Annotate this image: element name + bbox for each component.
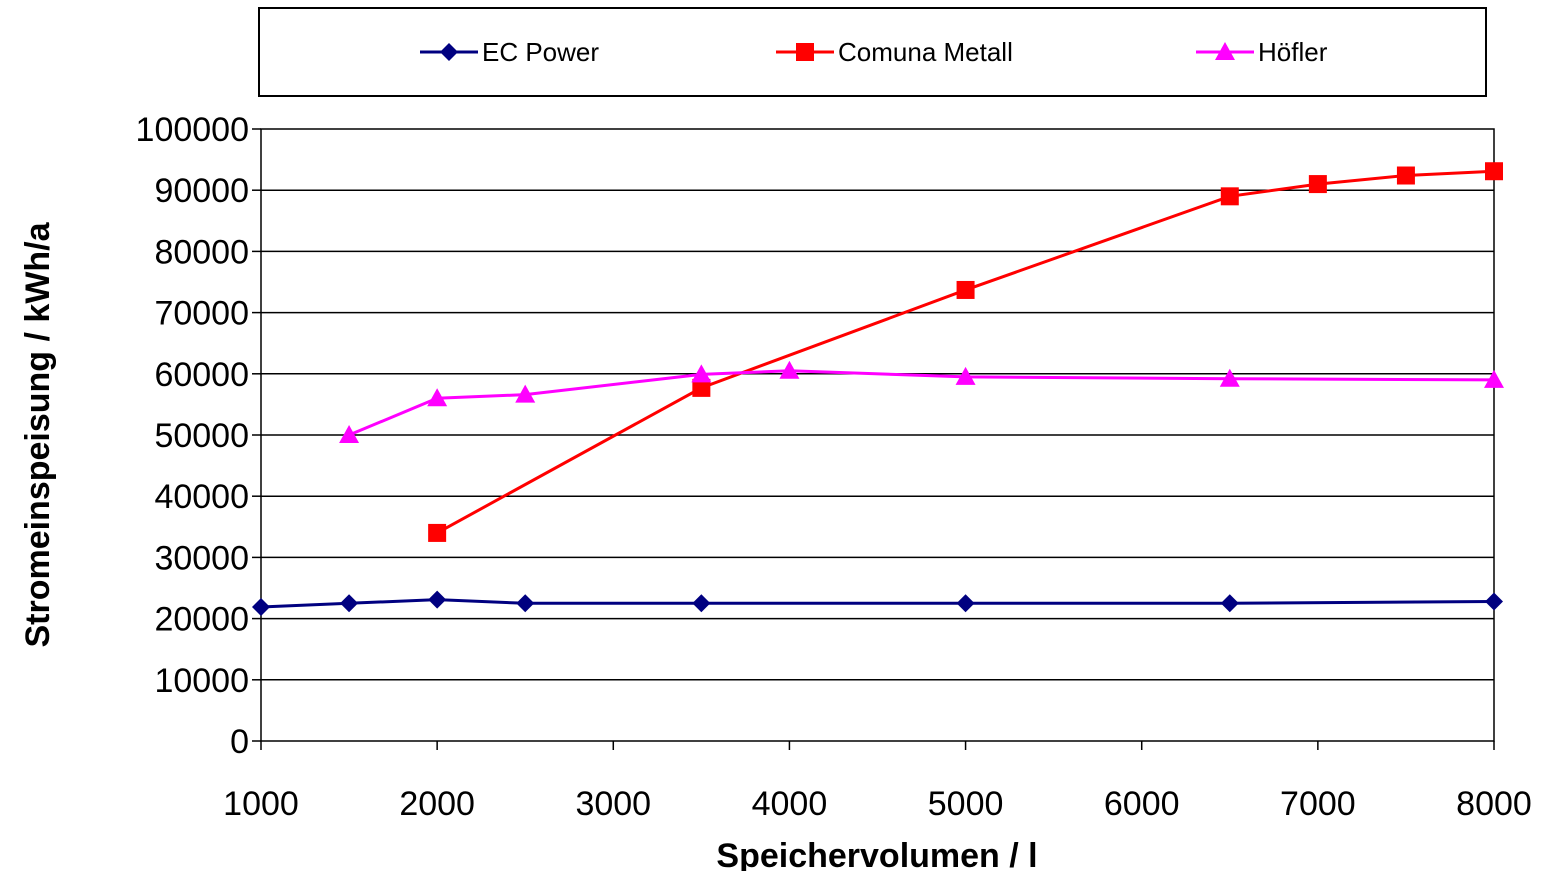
data-point bbox=[440, 43, 458, 61]
data-point bbox=[1215, 42, 1235, 60]
data-point bbox=[1220, 187, 1239, 206]
gridlines bbox=[261, 189, 1494, 681]
y-tick-label: 10000 bbox=[154, 662, 249, 700]
axes: 0 10000 20000 30000 40000 50000 60000 70000 8000… bbox=[136, 111, 1532, 823]
x-tick-label: 8000 bbox=[1456, 785, 1532, 823]
data-point bbox=[955, 366, 976, 385]
legend-label: Höfler bbox=[1258, 37, 1328, 67]
data-point bbox=[1485, 592, 1503, 611]
data-point bbox=[252, 597, 270, 616]
data-point bbox=[1485, 162, 1503, 181]
x-tick-label: 6000 bbox=[1104, 785, 1180, 823]
y-tick-label: 40000 bbox=[154, 478, 249, 516]
y-tick-label: 0 bbox=[230, 723, 249, 761]
data-point bbox=[779, 360, 800, 379]
y-tick-label: 60000 bbox=[154, 356, 249, 394]
y-tick-label: 70000 bbox=[154, 295, 249, 333]
series-layer bbox=[252, 162, 1504, 616]
data-point bbox=[1484, 369, 1504, 388]
data-point bbox=[691, 364, 712, 383]
data-point bbox=[796, 43, 814, 61]
y-tick-label: 100000 bbox=[136, 111, 249, 149]
legend-label: EC Power bbox=[482, 37, 599, 67]
data-point bbox=[1220, 594, 1239, 613]
x-tick-label: 2000 bbox=[399, 785, 475, 823]
x-tick-label: 7000 bbox=[1280, 785, 1356, 823]
data-point bbox=[428, 590, 447, 609]
series-line bbox=[260, 598, 1495, 609]
data-point bbox=[1308, 175, 1327, 194]
x-tick-label: 5000 bbox=[928, 785, 1004, 823]
data-point bbox=[340, 594, 359, 613]
data-point bbox=[516, 594, 535, 613]
data-point bbox=[1396, 166, 1415, 185]
y-tick-label: 50000 bbox=[154, 417, 249, 455]
data-point bbox=[427, 388, 448, 407]
series-line bbox=[436, 169, 1495, 535]
y-axis-title: Stromeinspeisung / kWh/a bbox=[19, 221, 57, 647]
data-point bbox=[692, 378, 711, 397]
x-tick-label: 4000 bbox=[752, 785, 828, 823]
data-point bbox=[1219, 368, 1240, 387]
legend-label: Comuna Metall bbox=[838, 37, 1013, 67]
y-tick-label: 80000 bbox=[154, 233, 249, 271]
data-point bbox=[515, 384, 536, 403]
x-axis-title: Speichervolumen / l bbox=[716, 837, 1037, 871]
y-tick-label: 30000 bbox=[154, 539, 249, 577]
data-point bbox=[956, 280, 975, 299]
x-tick-label: 1000 bbox=[223, 785, 299, 823]
data-point bbox=[956, 594, 975, 613]
legend: EC Power Comuna Metall Höfler bbox=[420, 37, 1328, 67]
x-tick-label: 3000 bbox=[575, 785, 651, 823]
data-point bbox=[692, 594, 711, 613]
y-tick-label: 90000 bbox=[154, 172, 249, 210]
y-tick-label: 20000 bbox=[154, 601, 249, 639]
data-point bbox=[428, 523, 447, 542]
series-line bbox=[348, 369, 1495, 437]
data-point bbox=[339, 425, 360, 443]
